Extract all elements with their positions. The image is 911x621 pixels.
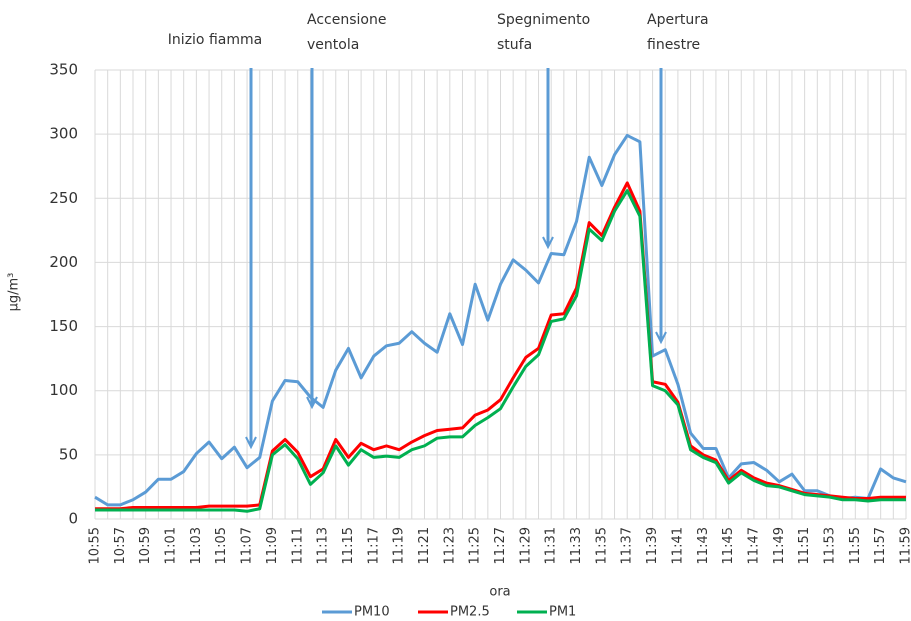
x-tick-label: 11:09 [265,527,280,564]
x-tick-label: 11:19 [392,527,407,564]
annotation-arrowhead [306,396,318,410]
x-tick-label: 11:17 [366,527,381,564]
x-tick-label: 11:33 [569,527,584,564]
y-tick-label: 200 [49,253,78,271]
x-tick-label: 10:59 [138,527,153,564]
x-tick-label: 11:23 [442,527,457,564]
annotation: ventola [307,37,359,53]
x-tick-label: 10:55 [88,527,103,564]
legend-label: PM10 [354,605,390,620]
x-tick-label: 11:03 [189,527,204,564]
x-tick-label: 11:43 [696,527,711,564]
x-tick-label: 11:05 [214,527,229,564]
annotation: Inizio fiamma [168,32,262,48]
y-tick-label: 0 [68,510,78,528]
x-tick-label: 11:45 [721,527,736,564]
annotation-arrowhead [655,331,667,345]
annotation: Accensione [307,12,386,28]
x-tick-label: 11:51 [797,527,812,564]
y-tick-label: 100 [49,381,78,399]
annotation: Spegnimento [497,12,590,28]
y-tick-label: 50 [59,445,78,463]
y-tick-label: 250 [49,189,78,207]
x-tick-label: 11:21 [417,527,432,564]
legend-label: PM1 [549,605,576,620]
x-tick-label: 11:07 [240,527,255,564]
x-tick-label: 11:29 [518,527,533,564]
series-line [95,189,906,513]
x-tick-label: 11:15 [341,527,356,564]
series-line [94,133,907,507]
x-tick-label: 11:49 [772,527,787,564]
x-tick-label: 11:59 [899,527,911,564]
x-tick-label: 11:35 [594,527,609,564]
x-tick-label: 11:41 [670,527,685,564]
x-tick-label: 11:37 [620,527,635,564]
x-tick-label: 11:47 [746,527,761,564]
annotation: stufa [497,37,532,53]
x-tick-label: 11:31 [544,527,559,564]
y-tick-label: 350 [49,61,78,79]
y-tick-label: 150 [49,317,78,335]
annotation: finestre [647,37,700,53]
x-tick-label: 11:11 [290,527,305,564]
x-tick-label: 11:25 [468,527,483,564]
y-tick-label: 300 [49,125,78,143]
x-tick-label: 11:53 [822,527,837,564]
annotation-arrowhead [245,436,257,450]
x-tick-label: 11:55 [848,527,863,564]
x-tick-label: 11:57 [873,527,888,564]
legend-label: PM2.5 [450,605,490,620]
series-line [95,181,906,511]
x-tick-label: 11:01 [164,527,179,564]
x-tick-label: 11:13 [316,527,331,564]
x-axis-title: ora [489,585,510,600]
x-tick-label: 10:57 [113,527,128,564]
x-tick-label: 11:27 [493,527,508,564]
y-axis-title: µg/m³ [7,273,22,312]
annotation: Apertura [647,12,709,28]
x-tick-label: 11:39 [645,527,660,564]
annotation-arrowhead [542,236,554,250]
